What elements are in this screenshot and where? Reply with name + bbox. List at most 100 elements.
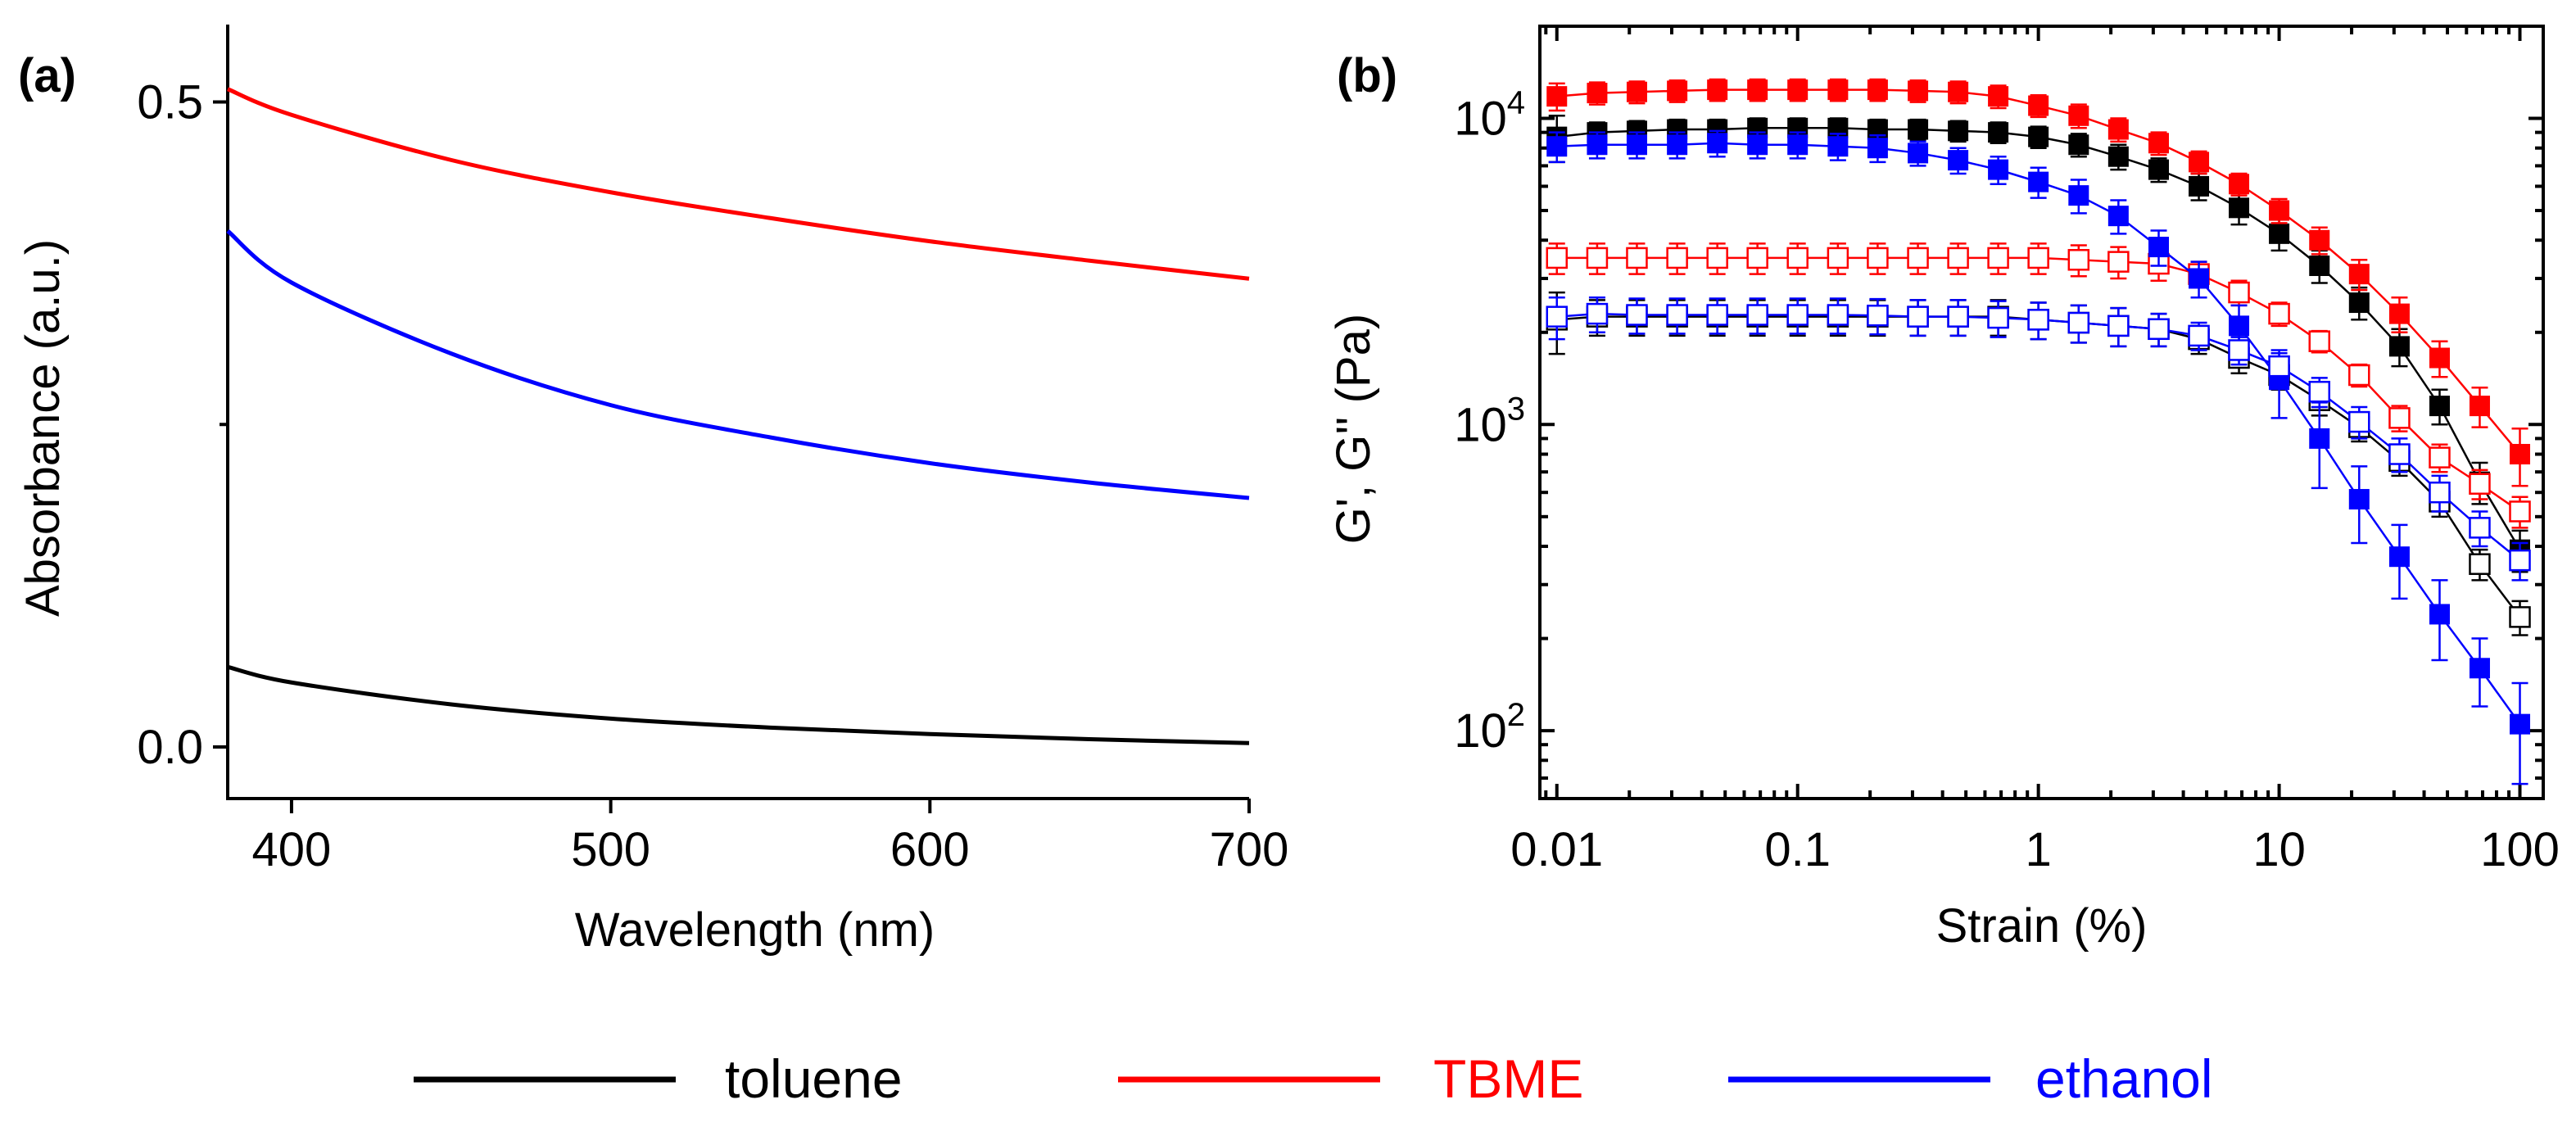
series-line-tbme bbox=[227, 87, 1250, 281]
series-line-ethanol bbox=[226, 229, 1250, 500]
data-point-toluene-g-storage bbox=[1948, 120, 1969, 142]
data-point-toluene-g-loss bbox=[2509, 606, 2531, 628]
data-point-ethanol-g-loss bbox=[2348, 410, 2370, 433]
data-point-tbme-g-storage bbox=[1867, 79, 1888, 101]
data-point-ethanol-g-loss bbox=[2388, 443, 2411, 465]
data-point-ethanol-g-loss bbox=[2469, 517, 2491, 539]
panel-a-x-axis-title: Wavelength (nm) bbox=[575, 903, 935, 957]
data-point-tbme-g-storage bbox=[1587, 83, 1608, 104]
panel-b-x-tick-label: 100 bbox=[2480, 823, 2560, 876]
data-point-tbme-g-loss bbox=[2429, 446, 2451, 468]
data-point-tbme-g-loss bbox=[2308, 330, 2331, 352]
data-point-tbme-g-loss bbox=[1546, 247, 1568, 269]
data-point-tbme-g-storage bbox=[2229, 174, 2250, 195]
legend-label-tbme: TBME bbox=[1433, 1048, 1583, 1109]
data-point-ethanol-g-storage bbox=[1948, 150, 1969, 171]
data-point-ethanol-g-loss bbox=[1586, 302, 1609, 325]
data-point-ethanol-g-storage bbox=[2107, 206, 2129, 227]
data-point-ethanol-g-storage bbox=[1908, 143, 1929, 164]
panel-b-x-tick-label: 0.1 bbox=[1764, 823, 1831, 876]
data-point-tbme-g-loss bbox=[2067, 249, 2090, 271]
legend-item-ethanol: ethanol bbox=[1728, 1048, 2213, 1109]
data-point-tbme-g-storage bbox=[1787, 79, 1809, 101]
data-point-tbme-g-loss bbox=[2027, 247, 2049, 269]
data-point-tbme-g-storage bbox=[2510, 444, 2531, 465]
data-point-toluene-g-storage bbox=[2189, 175, 2210, 197]
panel-a-y-tick-label: 0.0 bbox=[137, 721, 203, 774]
data-point-ethanol-g-storage bbox=[2388, 546, 2410, 568]
data-point-toluene-g-storage bbox=[1908, 119, 1929, 140]
data-point-ethanol-g-loss bbox=[1546, 306, 1568, 328]
legend-label-ethanol: ethanol bbox=[2035, 1048, 2213, 1109]
data-point-tbme-g-storage bbox=[2348, 264, 2370, 285]
data-point-tbme-g-storage bbox=[1626, 81, 1647, 102]
data-point-ethanol-g-loss bbox=[2027, 309, 2049, 331]
data-point-ethanol-g-loss bbox=[1706, 304, 1728, 326]
data-point-ethanol-g-storage bbox=[2229, 315, 2250, 337]
data-point-tbme-g-storage bbox=[2469, 396, 2490, 417]
data-point-tbme-g-storage bbox=[2269, 200, 2290, 221]
data-point-tbme-g-storage bbox=[1546, 86, 1568, 107]
data-point-ethanol-g-loss bbox=[2509, 549, 2531, 572]
data-point-tbme-g-loss bbox=[2388, 407, 2411, 429]
data-point-ethanol-g-loss bbox=[1626, 304, 1648, 326]
legend: toluene TBME ethanol bbox=[414, 1048, 2213, 1109]
data-point-ethanol-g-loss bbox=[1786, 304, 1809, 326]
data-point-ethanol-g-storage bbox=[1787, 134, 1809, 156]
legend-item-toluene: toluene bbox=[414, 1048, 903, 1109]
data-point-ethanol-g-loss bbox=[1746, 304, 1768, 326]
data-point-tbme-g-loss bbox=[2469, 473, 2491, 495]
data-point-tbme-g-storage bbox=[2148, 133, 2170, 154]
panel-b-y-axis-title: G', G'' (Pa) bbox=[1327, 314, 1380, 544]
panel-b-y-tick-label: 104 bbox=[1454, 85, 1525, 146]
data-point-ethanol-g-storage bbox=[1587, 134, 1608, 156]
data-point-ethanol-g-loss bbox=[2067, 311, 2090, 334]
data-point-tbme-g-loss bbox=[1586, 247, 1609, 269]
panel-b-y-tick-label: 102 bbox=[1454, 697, 1525, 758]
data-point-ethanol-g-storage bbox=[1867, 138, 1888, 159]
data-point-ethanol-g-loss bbox=[1947, 306, 1969, 328]
data-point-ethanol-g-loss bbox=[2148, 318, 2170, 341]
data-point-tbme-g-loss bbox=[2107, 251, 2130, 273]
legend-label-toluene: toluene bbox=[725, 1048, 903, 1109]
data-point-ethanol-g-loss bbox=[2107, 315, 2130, 337]
panel-a-y-tick-label: 0.5 bbox=[137, 76, 203, 129]
panel-b-x-tick-label: 0.01 bbox=[1510, 823, 1603, 876]
data-point-tbme-g-loss bbox=[1867, 247, 1889, 269]
panel-a-label: (a) bbox=[18, 49, 76, 102]
data-point-toluene-g-storage bbox=[2388, 336, 2410, 357]
data-point-toluene-g-storage bbox=[2269, 223, 2290, 244]
data-point-ethanol-g-storage bbox=[2309, 428, 2330, 449]
data-point-ethanol-g-storage bbox=[2429, 604, 2450, 625]
data-point-tbme-g-storage bbox=[1948, 81, 1969, 102]
series-line-toluene-g-loss bbox=[1556, 315, 2521, 618]
data-point-tbme-g-storage bbox=[1667, 80, 1688, 102]
data-point-ethanol-g-loss bbox=[1827, 304, 1849, 326]
panel-b-plot-area: 0.01 0.1 1 10 100 102 103 104 bbox=[1454, 25, 2560, 876]
data-point-toluene-g-storage bbox=[2148, 159, 2170, 180]
panel-a-absorbance-chart: (a) 400 500 600 700 0.0 0.5 Wavelength (nm) A… bbox=[16, 25, 1288, 957]
panel-a-x-tick-label: 700 bbox=[1210, 823, 1289, 876]
data-point-tbme-g-storage bbox=[1747, 79, 1768, 101]
data-point-tbme-g-loss bbox=[1827, 247, 1849, 269]
data-point-toluene-g-storage bbox=[2429, 396, 2450, 417]
data-point-tbme-g-storage bbox=[1707, 79, 1728, 101]
data-point-tbme-g-storage bbox=[2309, 229, 2330, 251]
data-point-tbme-g-loss bbox=[2509, 500, 2531, 523]
data-point-ethanol-g-loss bbox=[2308, 380, 2331, 403]
data-point-ethanol-g-storage bbox=[1626, 134, 1647, 156]
data-point-tbme-g-storage bbox=[1827, 79, 1849, 101]
data-point-tbme-g-loss bbox=[2348, 364, 2370, 387]
data-point-tbme-g-loss bbox=[1947, 247, 1969, 269]
data-point-toluene-g-storage bbox=[2107, 146, 2129, 167]
data-point-ethanol-g-storage bbox=[2469, 658, 2490, 679]
data-point-tbme-g-storage bbox=[2189, 152, 2210, 173]
data-point-tbme-g-storage bbox=[1908, 80, 1929, 102]
data-point-ethanol-g-loss bbox=[1666, 304, 1688, 326]
legend-item-tbme: TBME bbox=[1118, 1048, 1583, 1109]
panel-b-x-axis-title: Strain (%) bbox=[1936, 899, 2148, 953]
data-point-toluene-g-storage bbox=[1988, 122, 2009, 143]
data-point-tbme-g-loss bbox=[1706, 247, 1728, 269]
panel-b-frame bbox=[1538, 25, 2545, 800]
